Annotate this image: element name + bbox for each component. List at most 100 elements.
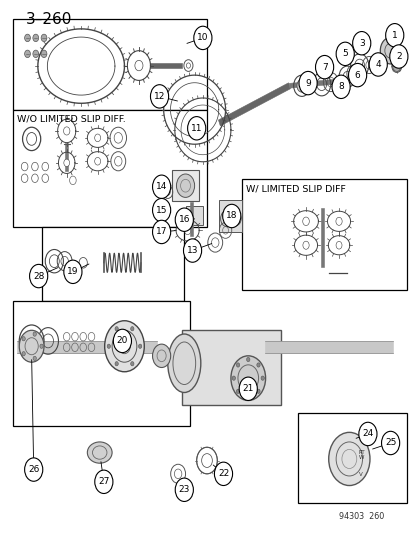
Text: 28: 28 <box>33 272 44 280</box>
Text: 22: 22 <box>217 470 228 478</box>
Text: 19: 19 <box>67 268 78 276</box>
Circle shape <box>33 332 36 336</box>
Circle shape <box>131 327 134 331</box>
Circle shape <box>385 23 403 47</box>
Text: 11: 11 <box>190 124 202 133</box>
Bar <box>13 110 206 227</box>
Circle shape <box>24 458 43 481</box>
Circle shape <box>368 53 387 76</box>
Circle shape <box>380 37 400 64</box>
Polygon shape <box>17 342 157 353</box>
Polygon shape <box>320 208 323 266</box>
Text: 9: 9 <box>304 78 310 87</box>
Circle shape <box>29 264 47 288</box>
Text: RT
W: RT W <box>358 450 365 461</box>
Circle shape <box>298 71 316 95</box>
Text: 3: 3 <box>358 39 364 48</box>
Circle shape <box>33 50 38 58</box>
Circle shape <box>64 159 69 166</box>
Circle shape <box>256 389 259 393</box>
Polygon shape <box>289 79 338 88</box>
Circle shape <box>24 34 30 42</box>
Circle shape <box>246 394 249 399</box>
Circle shape <box>64 260 82 284</box>
Text: 7: 7 <box>321 63 327 71</box>
Bar <box>13 19 206 110</box>
Text: 6: 6 <box>354 70 360 79</box>
Text: 8: 8 <box>337 82 343 91</box>
Circle shape <box>152 344 170 368</box>
Text: 18: 18 <box>225 212 237 221</box>
Text: 27: 27 <box>98 478 109 486</box>
Circle shape <box>135 60 142 71</box>
Text: 16: 16 <box>178 215 190 224</box>
Text: 15: 15 <box>155 206 167 215</box>
Polygon shape <box>218 83 290 126</box>
Text: 23: 23 <box>178 485 190 494</box>
Text: 5: 5 <box>342 50 347 58</box>
Text: 20: 20 <box>116 336 128 345</box>
Circle shape <box>239 377 257 400</box>
Circle shape <box>261 376 264 380</box>
Text: 14: 14 <box>156 182 167 191</box>
Circle shape <box>315 55 333 79</box>
Text: 4: 4 <box>375 60 380 69</box>
Circle shape <box>19 330 44 362</box>
Circle shape <box>232 376 235 380</box>
Circle shape <box>352 31 370 55</box>
Text: 10: 10 <box>197 34 208 43</box>
Text: V: V <box>358 472 362 478</box>
Circle shape <box>152 198 170 222</box>
Circle shape <box>22 352 25 356</box>
Text: W/O LIMITED SLIP DIFF.: W/O LIMITED SLIP DIFF. <box>17 115 126 124</box>
Circle shape <box>104 321 144 372</box>
Bar <box>297 413 406 503</box>
Text: 3–260: 3–260 <box>25 12 71 27</box>
Text: 2: 2 <box>395 52 401 61</box>
Circle shape <box>296 79 306 92</box>
Circle shape <box>41 50 47 58</box>
Circle shape <box>95 470 113 494</box>
Text: 21: 21 <box>242 384 253 393</box>
Circle shape <box>391 60 401 72</box>
Circle shape <box>22 337 25 341</box>
Bar <box>186 206 202 225</box>
Ellipse shape <box>167 334 200 392</box>
Bar <box>171 170 198 201</box>
Circle shape <box>63 127 70 135</box>
Circle shape <box>214 462 232 486</box>
Text: 25: 25 <box>384 439 395 448</box>
Circle shape <box>389 45 407 68</box>
Bar <box>182 330 280 405</box>
Circle shape <box>41 34 47 42</box>
Bar <box>242 179 406 290</box>
Polygon shape <box>150 63 182 68</box>
Circle shape <box>236 363 239 367</box>
Circle shape <box>331 75 349 99</box>
Text: 17: 17 <box>155 228 167 237</box>
Circle shape <box>187 117 205 140</box>
Circle shape <box>152 220 170 244</box>
Circle shape <box>175 478 193 502</box>
Circle shape <box>176 174 194 197</box>
Circle shape <box>256 363 259 367</box>
Circle shape <box>230 356 265 400</box>
Circle shape <box>115 327 118 331</box>
Circle shape <box>328 432 369 486</box>
Circle shape <box>131 361 134 366</box>
Ellipse shape <box>87 442 112 463</box>
Polygon shape <box>65 143 68 171</box>
Circle shape <box>40 344 43 349</box>
Circle shape <box>335 42 354 66</box>
Text: W/ LIMITED SLIP DIFF: W/ LIMITED SLIP DIFF <box>246 184 345 193</box>
Circle shape <box>246 358 249 362</box>
Text: 94303  260: 94303 260 <box>338 512 383 521</box>
Circle shape <box>348 63 366 87</box>
Circle shape <box>150 85 168 108</box>
Circle shape <box>33 356 36 360</box>
Circle shape <box>115 361 118 366</box>
Circle shape <box>183 239 201 262</box>
Bar <box>13 301 190 426</box>
Text: 1: 1 <box>391 31 396 40</box>
Circle shape <box>113 329 131 353</box>
